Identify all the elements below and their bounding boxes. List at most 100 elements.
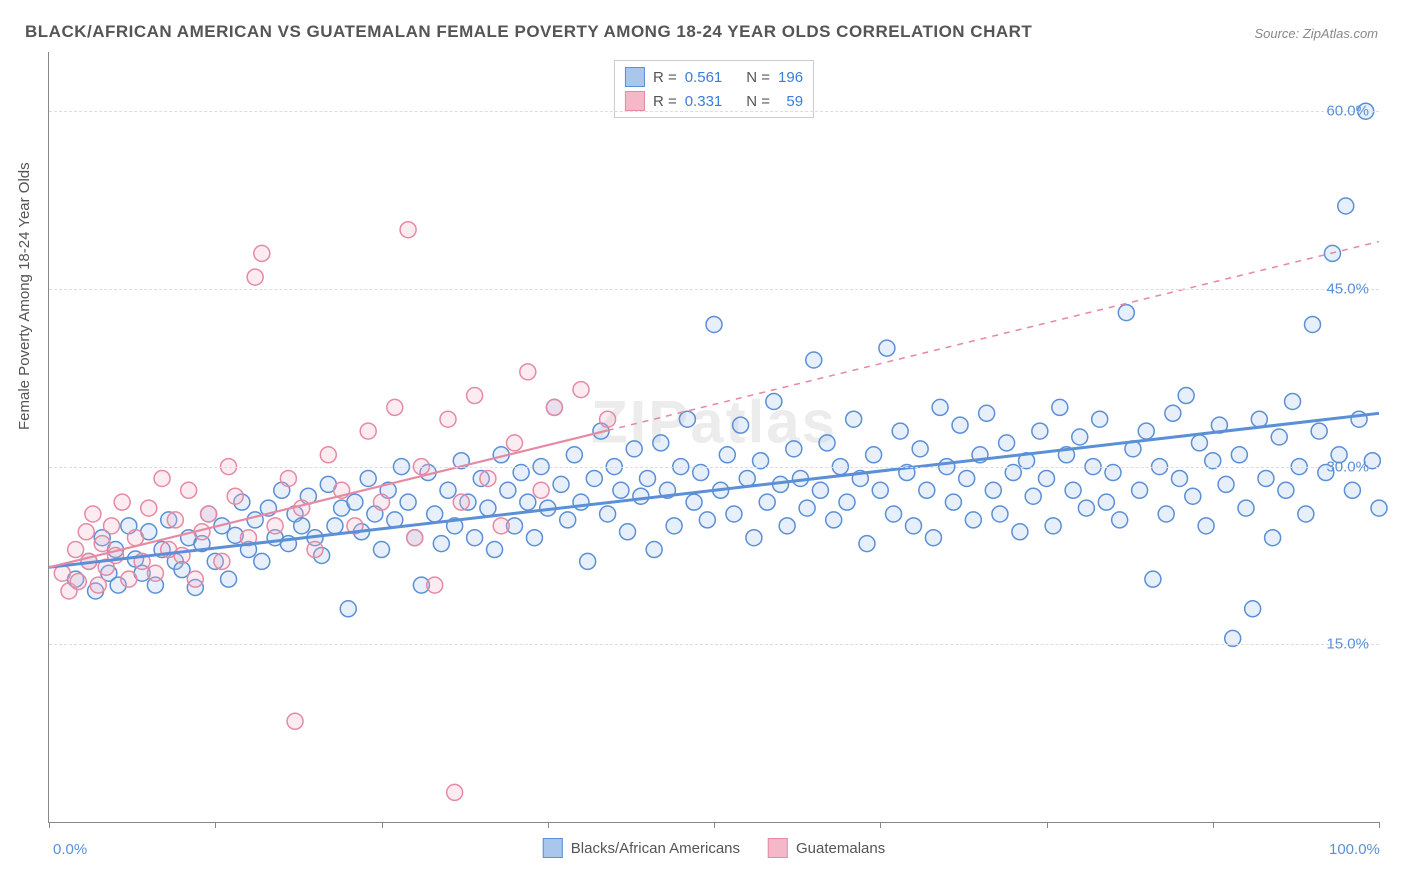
scatter-point (580, 553, 596, 569)
scatter-point (1285, 393, 1301, 409)
scatter-point (254, 245, 270, 261)
x-tick (880, 822, 881, 828)
scatter-point (1165, 405, 1181, 421)
scatter-point (287, 713, 303, 729)
scatter-point (387, 399, 403, 415)
scatter-point (560, 512, 576, 528)
scatter-point (1245, 601, 1261, 617)
scatter-point (640, 470, 656, 486)
scatter-point (520, 494, 536, 510)
legend-n-value: 196 (778, 69, 803, 86)
scatter-point (360, 470, 376, 486)
legend-swatch (625, 91, 645, 111)
scatter-point (699, 512, 715, 528)
scatter-point (686, 494, 702, 510)
scatter-point (214, 553, 230, 569)
scatter-point (1025, 488, 1041, 504)
scatter-point (1045, 518, 1061, 534)
scatter-point (360, 423, 376, 439)
scatter-point (846, 411, 862, 427)
scatter-point (925, 530, 941, 546)
scatter-point (1032, 423, 1048, 439)
scatter-point (859, 536, 875, 552)
legend-r-label: R = (653, 93, 677, 110)
scatter-point (294, 500, 310, 516)
scatter-point (1251, 411, 1267, 427)
scatter-point (626, 441, 642, 457)
scatter-point (886, 506, 902, 522)
chart-title: BLACK/AFRICAN AMERICAN VS GUATEMALAN FEM… (25, 22, 1032, 42)
scatter-point (999, 435, 1015, 451)
scatter-point (68, 542, 84, 558)
scatter-point (945, 494, 961, 510)
scatter-point (141, 500, 157, 516)
legend-swatch (625, 67, 645, 87)
scatter-point (1172, 470, 1188, 486)
scatter-point (879, 340, 895, 356)
scatter-point (985, 482, 1001, 498)
scatter-point (746, 530, 762, 546)
scatter-point (320, 447, 336, 463)
scatter-point (400, 222, 416, 238)
legend-n-label: N = (746, 69, 770, 86)
scatter-point (620, 524, 636, 540)
scatter-point (294, 518, 310, 534)
legend-r-value: 0.331 (685, 93, 723, 110)
scatter-point (1145, 571, 1161, 587)
scatter-point (187, 571, 203, 587)
scatter-point (613, 482, 629, 498)
scatter-point (992, 506, 1008, 522)
legend-series-label: Blacks/African Americans (571, 840, 740, 857)
scatter-point (121, 571, 137, 587)
scatter-point (340, 601, 356, 617)
scatter-point (167, 512, 183, 528)
trend-line-dashed (608, 242, 1379, 431)
scatter-point (1052, 399, 1068, 415)
scatter-point (586, 470, 602, 486)
scatter-point (1118, 305, 1134, 321)
scatter-point (427, 577, 443, 593)
y-tick-label: 15.0% (1326, 636, 1369, 653)
scatter-point (307, 542, 323, 558)
scatter-point (1338, 198, 1354, 214)
scatter-point (440, 411, 456, 427)
gridline-h (49, 644, 1379, 645)
scatter-point (1178, 388, 1194, 404)
gridline-h (49, 467, 1379, 468)
scatter-point (766, 393, 782, 409)
scatter-point (872, 482, 888, 498)
scatter-point (1271, 429, 1287, 445)
scatter-point (221, 571, 237, 587)
legend-r-label: R = (653, 69, 677, 86)
scatter-point (1238, 500, 1254, 516)
scatter-point (952, 417, 968, 433)
scatter-point (94, 536, 110, 552)
scatter-point (1112, 512, 1128, 528)
scatter-point (726, 506, 742, 522)
legend-bottom-item: Blacks/African Americans (543, 838, 740, 858)
x-tick (548, 822, 549, 828)
scatter-point (573, 382, 589, 398)
legend-bottom: Blacks/African AmericansGuatemalans (543, 838, 885, 858)
legend-top-row: R =0.561N =196 (625, 65, 803, 89)
scatter-point (1092, 411, 1108, 427)
scatter-point (201, 506, 217, 522)
x-tick-label: 100.0% (1329, 841, 1380, 858)
scatter-point (1218, 476, 1234, 492)
scatter-point (453, 494, 469, 510)
y-tick-label: 60.0% (1326, 103, 1369, 120)
scatter-point (553, 476, 569, 492)
scatter-point (786, 441, 802, 457)
scatter-point (181, 482, 197, 498)
scatter-point (799, 500, 815, 516)
scatter-point (806, 352, 822, 368)
y-tick-label: 30.0% (1326, 458, 1369, 475)
scatter-point (932, 399, 948, 415)
legend-n-value: 59 (778, 93, 803, 110)
scatter-point (919, 482, 935, 498)
scatter-point (866, 447, 882, 463)
scatter-point (227, 488, 243, 504)
scatter-svg (49, 52, 1379, 822)
scatter-point (1012, 524, 1028, 540)
scatter-point (500, 482, 516, 498)
